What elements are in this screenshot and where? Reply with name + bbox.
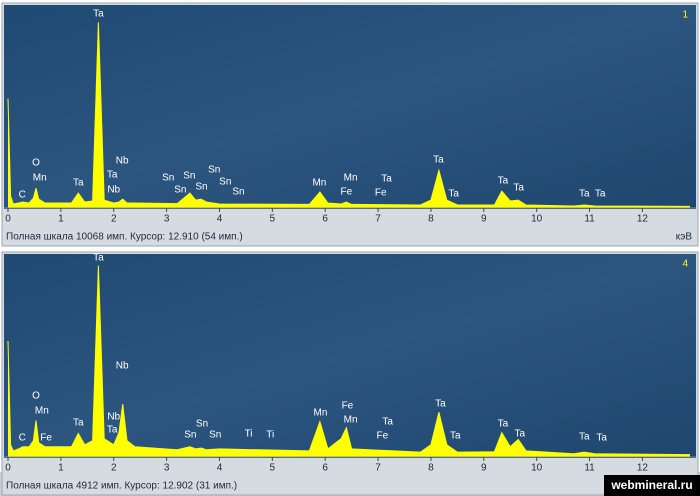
x-tick-label: 2 — [111, 214, 117, 225]
peak-label: Ta — [107, 170, 118, 181]
peak-label: Sn — [196, 419, 208, 430]
peak-label: Mn — [35, 406, 49, 417]
peak-label: Fe — [375, 188, 387, 199]
peak-label: Ta — [381, 174, 392, 185]
peak-label: Ti — [266, 430, 274, 441]
x-tick-label: 3 — [164, 214, 170, 225]
peak-label: Nb — [107, 185, 120, 196]
peak-label: Ta — [579, 189, 590, 200]
x-tick-label: 9 — [481, 214, 487, 225]
peak-label: Ta — [73, 418, 84, 429]
peak-label: Nb — [116, 361, 129, 372]
peak-label: Fe — [40, 433, 52, 444]
peak-label: Ta — [498, 176, 509, 187]
peak-label: Sn — [219, 177, 231, 188]
peak-label: Mn — [312, 178, 326, 189]
x-tick-label: 12 — [637, 214, 649, 225]
peak-label: Ta — [596, 433, 607, 444]
panel-number: 1 — [682, 10, 688, 21]
peak-label: Mn — [344, 415, 358, 426]
x-tick-label: 0 — [5, 463, 11, 474]
peak-label: Ta — [498, 419, 509, 430]
x-tick-label: 8 — [428, 463, 434, 474]
x-axis-unit: кэВ — [676, 232, 693, 243]
peak-label: Ta — [448, 189, 459, 200]
x-tick-label: 2 — [111, 463, 117, 474]
peak-label: Ta — [93, 253, 104, 264]
x-tick-label: 12 — [637, 463, 649, 474]
watermark-bg — [604, 475, 700, 496]
peak-label: Ta — [435, 399, 446, 410]
spectrum-line — [7, 265, 691, 456]
peak-label: Sn — [209, 430, 221, 441]
peak-label: Ti — [245, 429, 253, 440]
spectrum-line — [7, 22, 691, 207]
peak-label: Sn — [195, 182, 207, 193]
peak-label: C — [19, 433, 26, 444]
x-tick-label: 9 — [481, 463, 487, 474]
footer-text: Полная шкала 4912 имп. Курсор: 12.902 (3… — [6, 481, 237, 492]
watermark: webmineral.ru — [610, 478, 692, 492]
x-tick-label: 1 — [58, 463, 64, 474]
peak-label: Sn — [184, 430, 196, 441]
x-tick-label: 7 — [375, 214, 381, 225]
x-tick-label: 7 — [375, 463, 381, 474]
peak-label: Mn — [313, 408, 327, 419]
x-tick-label: 8 — [428, 214, 434, 225]
peak-label: Fe — [342, 401, 354, 412]
peak-label: Ta — [433, 155, 444, 166]
peak-label: Fe — [341, 187, 353, 198]
peak-label: Sn — [208, 165, 220, 176]
plot-area — [4, 254, 696, 458]
x-tick-label: 4 — [217, 463, 223, 474]
peak-label: O — [32, 158, 40, 169]
peak-label: Ta — [93, 9, 104, 20]
x-tick-label: 6 — [322, 463, 328, 474]
peak-label: Ta — [450, 431, 461, 442]
plot-area — [4, 5, 696, 209]
x-tick-label: 6 — [322, 214, 328, 225]
peak-label: Ta — [107, 425, 118, 436]
peak-label: Mn — [344, 173, 358, 184]
x-tick-label: 11 — [584, 463, 595, 474]
peak-label: Ta — [595, 189, 606, 200]
x-tick-label: 10 — [531, 214, 543, 225]
x-tick-label: 10 — [531, 463, 543, 474]
peak-label: Sn — [162, 173, 174, 184]
peak-label: Nb — [107, 412, 120, 423]
x-tick-label: 0 — [5, 214, 11, 225]
x-tick-label: 11 — [584, 214, 595, 225]
peak-label: Ta — [513, 183, 524, 194]
peak-label: Ta — [73, 178, 84, 189]
peak-label: Ta — [579, 432, 590, 443]
panel-number: 4 — [682, 259, 688, 270]
peak-label: Nb — [116, 156, 129, 167]
peak-label: Sn — [174, 185, 186, 196]
x-tick-label: 5 — [270, 214, 276, 225]
peak-label: Ta — [514, 429, 525, 440]
peak-label: O — [32, 391, 40, 402]
peak-label: Mn — [33, 173, 47, 184]
watermark-box: webmineral.ru — [604, 475, 700, 496]
peak-label: Sn — [183, 171, 195, 182]
footer-text: Полная шкала 10068 имп. Курсор: 12.910 (… — [6, 232, 243, 243]
x-tick-label: 3 — [164, 463, 170, 474]
x-tick-label: 5 — [270, 463, 276, 474]
peak-label: Ta — [382, 417, 393, 428]
peak-label: Fe — [376, 431, 388, 442]
peak-label: Sn — [232, 187, 244, 198]
x-tick-label: 1 — [58, 214, 64, 225]
x-tick-label: 4 — [217, 214, 223, 225]
peak-label: C — [19, 190, 26, 201]
